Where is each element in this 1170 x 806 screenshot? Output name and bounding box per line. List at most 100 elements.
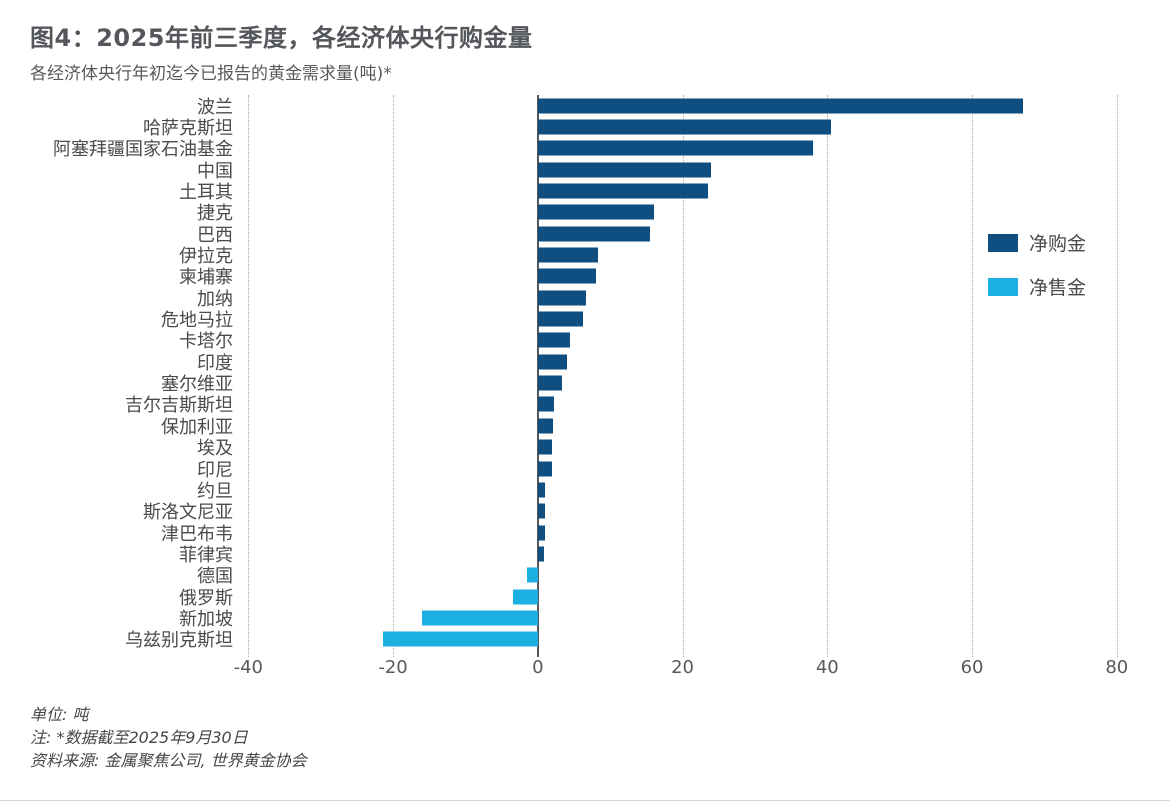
chart-row: 塞尔维亚 — [0, 372, 1170, 396]
category-label: 土耳其 — [179, 182, 233, 204]
bar — [537, 290, 586, 306]
chart-row: 捷克 — [0, 202, 1170, 225]
bar — [537, 525, 546, 541]
chart-row: 加纳 — [0, 287, 1170, 310]
source-note: 资料来源: 金属聚焦公司, 世界黄金协会 — [30, 751, 307, 770]
x-tick-label: 60 — [960, 657, 984, 678]
category-label: 加纳 — [197, 288, 233, 310]
category-label: 巴西 — [197, 224, 233, 246]
legend-label-net-sale: 净售金 — [1029, 277, 1087, 299]
category-label: 危地马拉 — [161, 310, 233, 332]
chart-row: 德国 — [0, 565, 1170, 588]
data-cutoff-note: 注: *数据截至2025年9月30日 — [30, 728, 248, 747]
legend: 净购金 净售金 — [988, 229, 1086, 317]
bar — [537, 418, 553, 434]
bar — [526, 567, 538, 583]
chart-row: 保加利亚 — [0, 415, 1170, 438]
bar — [537, 140, 813, 156]
chart-row: 新加坡 — [0, 607, 1170, 630]
chart-row: 中国 — [0, 159, 1170, 182]
bar — [537, 247, 598, 263]
category-label: 德国 — [197, 566, 233, 588]
category-label: 菲律宾 — [179, 544, 233, 566]
chart-row: 危地马拉 — [0, 308, 1170, 332]
category-label: 保加利亚 — [161, 416, 233, 438]
category-label: 中国 — [197, 160, 233, 182]
chart-row: 津巴布韦 — [0, 522, 1170, 545]
chart-subtitle: 各经济体央行年初迄今已报告的黄金需求量(吨)* — [30, 64, 392, 84]
chart-row: 伊拉克 — [0, 244, 1170, 268]
bar — [537, 311, 583, 327]
category-label: 塞尔维亚 — [161, 374, 233, 396]
bar — [537, 183, 708, 199]
legend-label-net-purchase: 净购金 — [1029, 233, 1087, 255]
chart-row: 吉尔吉斯斯坦 — [0, 394, 1170, 417]
chart-title: 图4：2025年前三季度，各经济体央行购金量 — [30, 24, 533, 52]
net-purchase-swatch-icon — [988, 233, 1018, 252]
chart-row: 巴西 — [0, 223, 1170, 246]
bar — [537, 204, 654, 220]
x-axis: -40 -20 0 20 40 60 80 — [0, 657, 1170, 683]
category-label: 新加坡 — [179, 608, 233, 630]
category-label: 伊拉克 — [179, 246, 233, 268]
legend-entry-net-sale: 净售金 — [988, 273, 1086, 300]
chart-row: 哈萨克斯坦 — [0, 116, 1170, 140]
category-label: 印度 — [197, 352, 233, 374]
category-label: 哈萨克斯坦 — [143, 118, 233, 140]
chart-row: 波兰 — [0, 95, 1170, 118]
category-label: 阿塞拜疆国家石油基金 — [53, 139, 233, 161]
bar — [537, 268, 596, 284]
x-tick-label: 80 — [1105, 657, 1129, 678]
bar — [537, 375, 562, 391]
bar — [537, 98, 1023, 114]
bar — [537, 332, 570, 348]
category-label: 埃及 — [197, 438, 233, 460]
chart-row: 卡塔尔 — [0, 330, 1170, 353]
category-label: 印尼 — [197, 459, 233, 481]
chart-row: 阿塞拜疆国家石油基金 — [0, 138, 1170, 161]
x-tick-label: -40 — [233, 657, 263, 678]
bar-plot: 波兰 哈萨克斯坦 阿塞拜疆国家石油基金 中国 土耳其 捷克 巴西 伊拉克 柬埔寨 加纳 危地马拉 卡塔… — [0, 95, 1170, 652]
category-label: 津巴布韦 — [161, 523, 233, 545]
x-tick-label: 0 — [532, 657, 544, 678]
category-label: 吉尔吉斯斯坦 — [125, 395, 233, 417]
category-label: 柬埔寨 — [179, 267, 233, 289]
chart-row: 斯洛文尼亚 — [0, 501, 1170, 524]
bar — [537, 461, 552, 477]
category-label: 捷克 — [197, 203, 233, 225]
bar — [537, 119, 831, 135]
chart-row: 土耳其 — [0, 180, 1170, 204]
legend-entry-net-purchase: 净购金 — [988, 229, 1086, 256]
net-sale-swatch-icon — [988, 277, 1018, 296]
chart-row: 俄罗斯 — [0, 586, 1170, 609]
bar — [537, 439, 553, 455]
bar — [513, 589, 538, 605]
chart-row: 柬埔寨 — [0, 266, 1170, 289]
bar — [537, 503, 546, 519]
unit-note: 单位: 吨 — [30, 705, 89, 724]
category-label: 乌兹别克斯坦 — [125, 630, 233, 652]
bar — [537, 546, 544, 562]
footnotes: 单位: 吨 注: *数据截至2025年9月30日 资料来源: 金属聚焦公司, 世… — [30, 703, 307, 772]
x-tick-label: 20 — [671, 657, 694, 678]
chart-row: 印尼 — [0, 458, 1170, 481]
category-label: 俄罗斯 — [179, 587, 233, 609]
chart-row: 菲律宾 — [0, 543, 1170, 566]
bar — [422, 610, 538, 626]
chart-row: 印度 — [0, 351, 1170, 374]
category-label: 斯洛文尼亚 — [143, 502, 233, 524]
bar — [537, 226, 650, 242]
category-label: 约旦 — [197, 480, 233, 502]
category-label: 波兰 — [197, 96, 233, 118]
chart-row: 埃及 — [0, 437, 1170, 460]
bar — [382, 631, 538, 647]
bar — [537, 354, 567, 370]
bar — [537, 162, 712, 178]
bar — [537, 396, 554, 412]
x-tick-label: 40 — [815, 657, 839, 678]
chart-row: 约旦 — [0, 479, 1170, 502]
chart-row: 乌兹别克斯坦 — [0, 629, 1170, 652]
category-label: 卡塔尔 — [179, 331, 233, 353]
bottom-divider — [0, 800, 1170, 801]
